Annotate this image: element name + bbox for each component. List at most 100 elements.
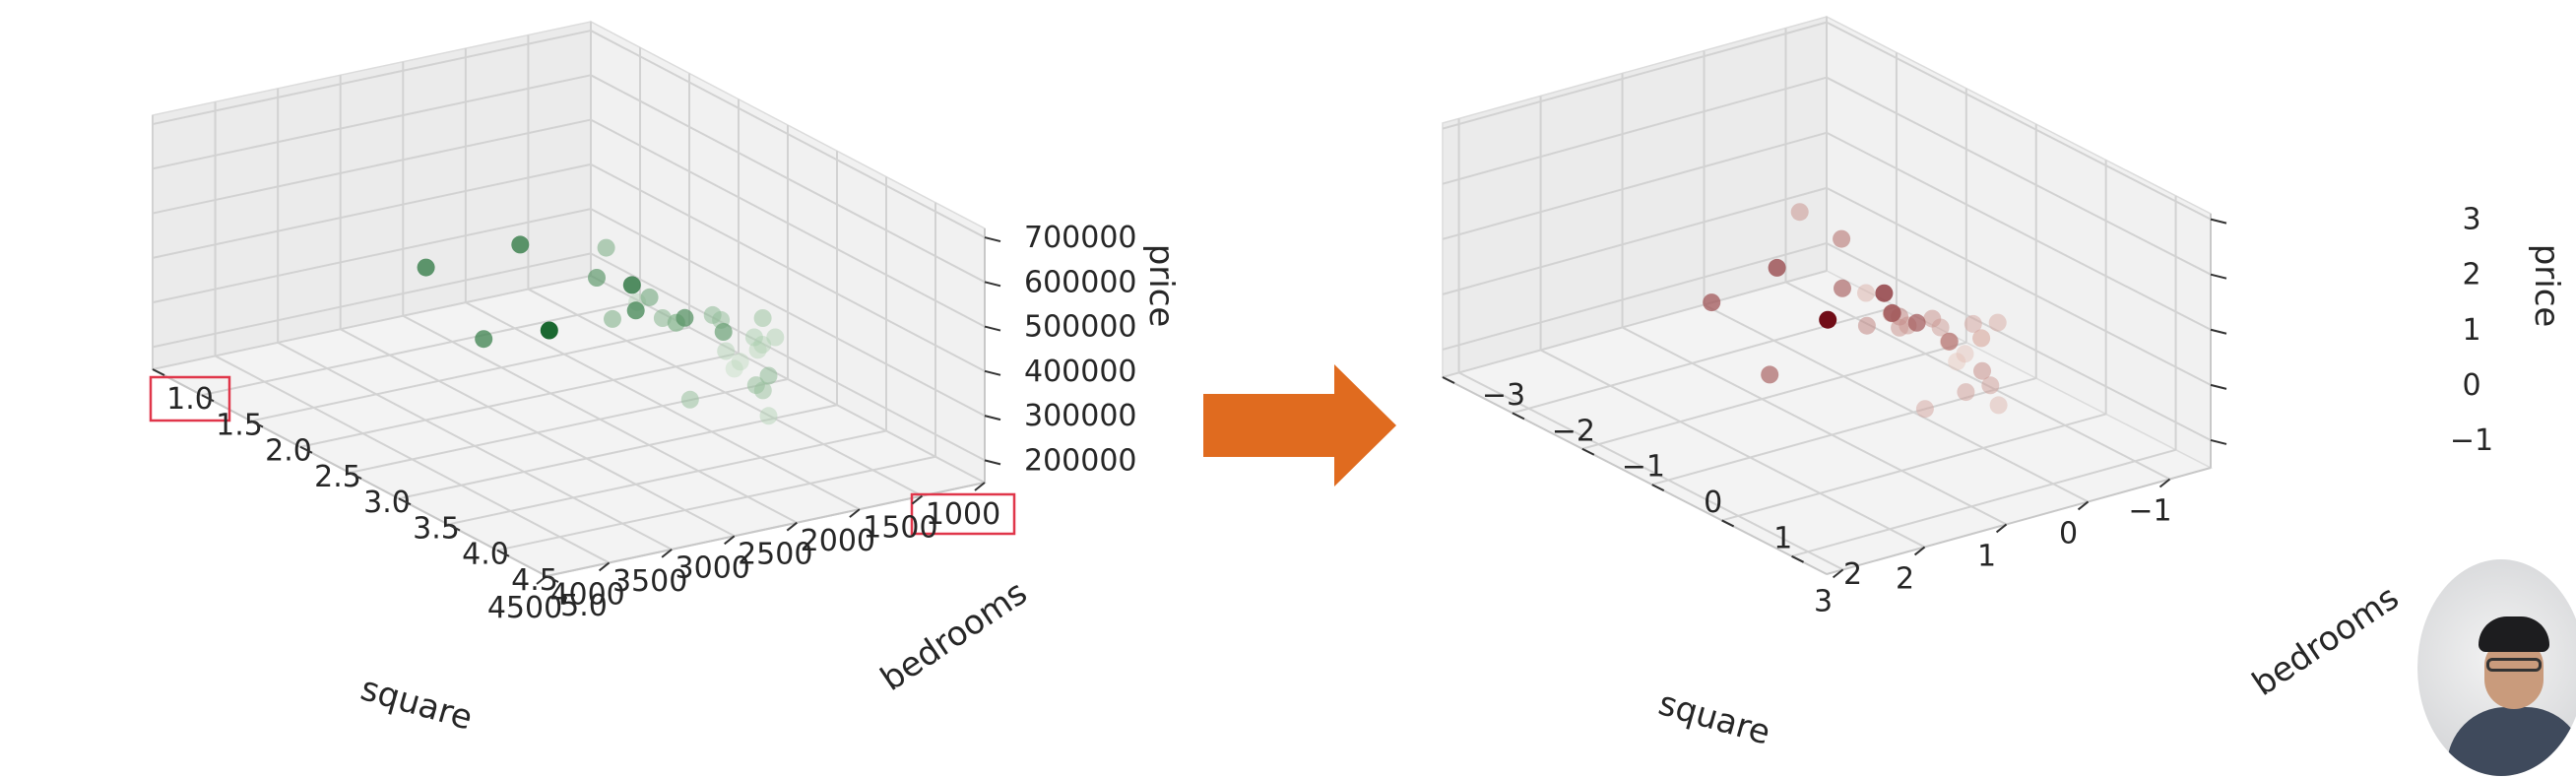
grid-line bbox=[1540, 349, 1926, 549]
data-point bbox=[1915, 400, 1934, 419]
y-axis-line bbox=[1826, 467, 2212, 575]
x-tick-mark bbox=[849, 508, 861, 518]
data-point bbox=[753, 336, 772, 354]
grid-line bbox=[1826, 76, 2212, 276]
x-tick-label: 3500 bbox=[612, 564, 687, 599]
x-tick-label: 3000 bbox=[676, 551, 750, 585]
z-tick-label: 2 bbox=[2462, 258, 2480, 292]
highlight-box bbox=[149, 375, 231, 422]
grid-line bbox=[1458, 371, 1844, 571]
data-point bbox=[1956, 345, 1974, 363]
data-point bbox=[540, 321, 558, 340]
data-point bbox=[1923, 309, 1942, 328]
data-point bbox=[1973, 361, 1991, 380]
data-point bbox=[1834, 279, 1851, 297]
x-tick-label: 1500 bbox=[863, 511, 937, 546]
x-tick-mark bbox=[536, 575, 547, 585]
grid-line bbox=[1442, 131, 1828, 240]
data-point bbox=[1819, 310, 1837, 329]
x-tick-mark bbox=[1832, 568, 1844, 579]
data-point bbox=[759, 407, 778, 425]
grid-line bbox=[1442, 76, 1828, 185]
y-axis-label: bedrooms bbox=[873, 573, 1034, 699]
grid-line bbox=[590, 118, 986, 328]
z-tick-label: 300000 bbox=[1024, 399, 1137, 433]
x-tick-mark bbox=[786, 521, 798, 532]
grid-line bbox=[590, 30, 986, 238]
x-axis-label: square bbox=[356, 669, 477, 738]
y-tick-mark bbox=[546, 575, 559, 583]
y-tick-label: 1.0 bbox=[166, 382, 214, 417]
data-point bbox=[717, 342, 736, 360]
y-tick-label: 2.0 bbox=[265, 434, 312, 469]
y-tick-label: 1 bbox=[1773, 521, 1792, 555]
z-tick-label: 600000 bbox=[1024, 265, 1137, 299]
grid-line bbox=[1704, 303, 2089, 503]
grid-line bbox=[1721, 413, 2106, 522]
x-tick-mark bbox=[974, 482, 986, 491]
grid-line bbox=[1791, 448, 2176, 557]
y-tick-label: 0 bbox=[1704, 486, 1722, 520]
data-point bbox=[766, 328, 785, 347]
y-tick-mark bbox=[496, 549, 510, 557]
data-point bbox=[676, 308, 694, 327]
grid-line bbox=[1581, 341, 1967, 450]
y-tick-mark bbox=[1791, 554, 1804, 563]
z-tick-mark bbox=[984, 459, 1001, 466]
grid-line bbox=[1442, 21, 1828, 130]
z-tick-mark bbox=[2210, 438, 2227, 445]
y-tick-mark bbox=[447, 523, 461, 532]
y-tick-mark bbox=[299, 445, 313, 454]
y-tick-label: 4.5 bbox=[511, 563, 558, 598]
webcam-presenter-icon bbox=[2417, 559, 2576, 776]
y-tick-label: 2.5 bbox=[314, 460, 361, 494]
data-point bbox=[731, 353, 749, 371]
data-point bbox=[1972, 329, 1991, 348]
grid-line bbox=[152, 208, 592, 304]
y-tick-mark bbox=[1651, 484, 1665, 491]
z-tick-mark bbox=[984, 325, 1001, 332]
x-tick-label: 4000 bbox=[549, 577, 624, 612]
data-point bbox=[680, 390, 699, 409]
grid-line bbox=[349, 378, 789, 474]
data-point bbox=[475, 330, 493, 349]
y-tick-label: 3.0 bbox=[363, 486, 411, 520]
x-tick-label: 0 bbox=[2059, 516, 2078, 551]
x-tick-label: 2500 bbox=[738, 538, 812, 572]
data-point bbox=[417, 258, 435, 277]
y-tick-mark bbox=[398, 497, 412, 506]
data-point bbox=[588, 269, 606, 287]
data-point bbox=[725, 359, 743, 378]
highlight-box bbox=[910, 492, 1016, 536]
z-tick-mark bbox=[984, 415, 1001, 421]
data-point bbox=[622, 276, 641, 294]
y-tick-mark bbox=[1581, 447, 1595, 456]
data-point bbox=[1761, 365, 1779, 384]
grid-line bbox=[1442, 241, 1828, 351]
y-tick-mark bbox=[349, 472, 362, 480]
grid-line bbox=[152, 74, 592, 170]
data-point bbox=[511, 235, 530, 254]
data-point bbox=[1907, 313, 1926, 332]
grid-line bbox=[1826, 131, 2212, 331]
original-data-chart: 100015002000250030003500400045001.01.52.… bbox=[149, 20, 1181, 739]
y-tick-label: −2 bbox=[1552, 414, 1595, 448]
grid-line bbox=[590, 74, 986, 284]
data-point bbox=[744, 328, 763, 347]
x-tick-mark bbox=[1913, 546, 1926, 556]
x-tick-label: 2000 bbox=[801, 524, 875, 558]
grid-line bbox=[1826, 186, 2212, 386]
z-tick-label: 700000 bbox=[1024, 221, 1137, 255]
y-tick-mark bbox=[250, 420, 264, 428]
x-tick-label: 4500 bbox=[487, 591, 562, 625]
data-point bbox=[1981, 376, 2000, 395]
grid-line bbox=[590, 162, 986, 372]
data-point bbox=[1964, 314, 1982, 333]
grid-line bbox=[201, 300, 641, 397]
y-tick-mark bbox=[201, 394, 215, 403]
z-tick-label: 200000 bbox=[1024, 443, 1137, 478]
y-tick-mark bbox=[1721, 519, 1735, 528]
y-axis-label: bedrooms bbox=[2245, 578, 2406, 704]
